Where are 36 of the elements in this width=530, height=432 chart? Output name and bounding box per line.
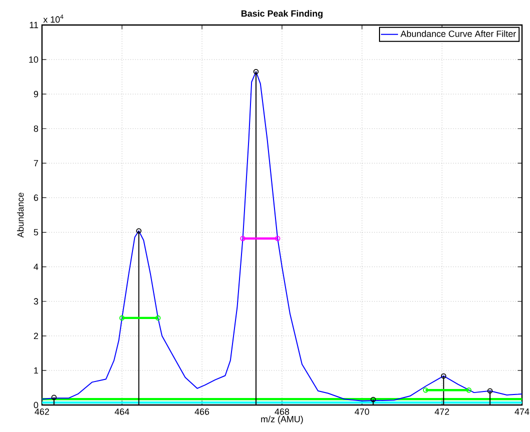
point <box>422 388 428 393</box>
y-tick-label: 11 <box>30 22 38 28</box>
point <box>253 68 259 74</box>
y-tick-label: 10 <box>29 56 38 63</box>
y-tick-label: 7 <box>34 160 38 166</box>
chart-title: Basic Peak Finding <box>241 10 323 19</box>
y-tick-label: 5 <box>34 229 38 236</box>
point <box>136 228 142 234</box>
x-tick-label: 470 <box>354 408 370 415</box>
x-tick-label: 466 <box>194 408 210 415</box>
text: x 10$^{4}$ <box>43 14 64 23</box>
y-tick-label: 6 <box>34 194 38 201</box>
y-tick-label: 2 <box>34 332 38 340</box>
point <box>274 236 280 242</box>
y-tick-label: 9 <box>34 90 38 98</box>
y-tick-label: 1 <box>34 367 38 374</box>
legend-label: Abundance Curve After Filter <box>400 30 516 37</box>
point <box>155 315 161 321</box>
x-tick-label: 474 <box>514 408 530 415</box>
x-tick-label: 472 <box>434 408 450 415</box>
point <box>240 236 246 242</box>
point <box>51 394 57 400</box>
y-tick-label: 8 <box>34 125 38 132</box>
point <box>440 373 446 379</box>
y-axis-title: Abundance <box>17 192 24 238</box>
y-tick-label: 0 <box>34 402 38 408</box>
x-axis-title: m/z (AMU) <box>261 416 303 424</box>
point <box>119 315 125 321</box>
x-tick-label: 468 <box>274 408 290 415</box>
line-series <box>42 71 522 402</box>
y-tick-label: 3 <box>34 298 38 305</box>
point <box>370 396 376 402</box>
point <box>466 388 472 393</box>
x-tick-label: 462 <box>34 408 50 415</box>
x-tick-label: 464 <box>114 408 130 415</box>
y-tick-label: 4 <box>34 264 38 270</box>
